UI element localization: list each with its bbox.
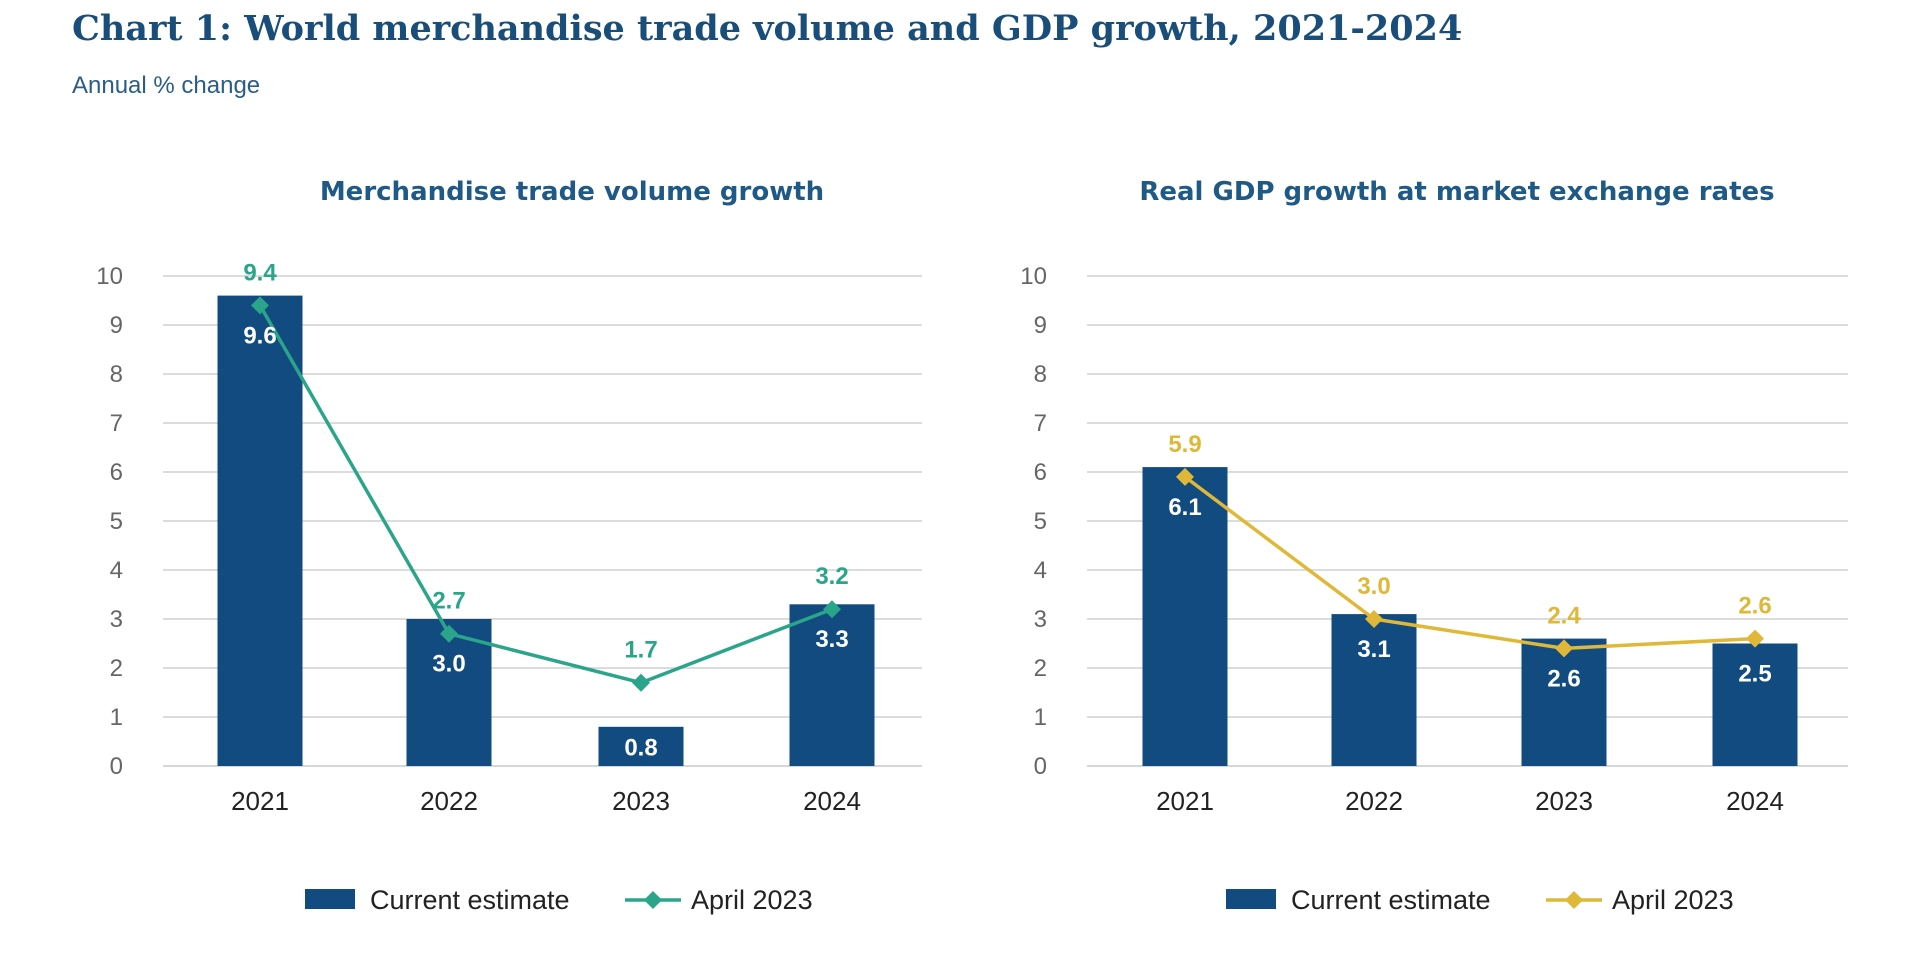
bar: [1712, 643, 1798, 766]
line-point-marker: [1365, 610, 1383, 628]
line-point-marker: [1746, 629, 1764, 648]
line-value-label: 2.4: [1547, 602, 1581, 629]
line-point-marker: [440, 624, 458, 643]
subtitle: Annual % change: [72, 72, 261, 99]
y-tick-label: 9: [1034, 312, 1047, 339]
y-tick-label: 6: [1034, 459, 1047, 486]
y-tick-label: 4: [1034, 557, 1047, 584]
y-tick-label: 10: [1020, 263, 1047, 290]
y-tick-label: 3: [110, 606, 123, 633]
bar-value-label: 2.5: [1738, 661, 1771, 688]
bar: [598, 726, 684, 766]
y-tick-label: 1: [1034, 704, 1047, 731]
bar: [1331, 614, 1417, 766]
line-point-marker: [251, 296, 269, 315]
line-value-label: 5.9: [1168, 431, 1201, 458]
bar-value-label: 2.6: [1547, 665, 1580, 692]
line-point-marker: [823, 600, 841, 619]
y-tick-label: 7: [110, 410, 123, 437]
legend-swatch-bar: [1226, 889, 1276, 909]
legend-label-bar: Current estimate: [370, 885, 570, 915]
legend-swatch-marker: [644, 891, 662, 909]
x-category-label: 2024: [803, 786, 861, 816]
bar-value-label: 6.1: [1168, 494, 1201, 521]
line-value-label: 1.7: [624, 637, 657, 664]
panel-title: Merchandise trade volume growth: [320, 177, 824, 207]
bar-value-label: 9.6: [243, 322, 276, 349]
x-category-label: 2024: [1726, 786, 1784, 816]
y-tick-label: 5: [1034, 508, 1047, 535]
line-value-label: 3.2: [815, 563, 848, 590]
y-tick-label: 4: [110, 557, 123, 584]
main-title: Chart 1: World merchandise trade volume …: [72, 8, 1463, 49]
x-category-label: 2022: [420, 786, 478, 816]
y-tick-label: 2: [1034, 655, 1047, 682]
bar: [1142, 467, 1228, 766]
bar-value-label: 0.8: [624, 734, 657, 761]
line-point-marker: [632, 673, 650, 692]
legend-label-bar: Current estimate: [1291, 885, 1491, 915]
line-value-label: 2.6: [1738, 593, 1771, 620]
y-tick-label: 9: [110, 312, 123, 339]
series-line-april-2023: [258, 304, 833, 685]
legend-swatch-bar: [305, 889, 355, 909]
x-category-label: 2023: [612, 786, 670, 816]
line-value-label: 9.4: [243, 259, 277, 286]
legend-swatch-marker: [1565, 891, 1583, 909]
x-category-label: 2021: [231, 786, 289, 816]
legend-label-line: April 2023: [691, 885, 813, 915]
bar: [789, 604, 875, 766]
series-line-april-2023: [1183, 475, 1756, 651]
y-tick-label: 3: [1034, 606, 1047, 633]
line-value-label: 3.0: [1357, 573, 1390, 600]
legend-label-line: April 2023: [1612, 885, 1734, 915]
bar: [406, 619, 492, 766]
y-tick-label: 8: [110, 361, 123, 388]
bar: [1521, 638, 1607, 766]
line-point-marker: [1176, 467, 1194, 486]
bar-value-label: 3.1: [1357, 636, 1390, 663]
panel-title: Real GDP growth at market exchange rates: [1139, 177, 1774, 207]
bar-value-label: 3.0: [432, 651, 465, 678]
line-value-label: 2.7: [432, 588, 465, 615]
bar-value-label: 3.3: [815, 626, 848, 653]
bar: [217, 295, 303, 766]
y-tick-label: 5: [110, 508, 123, 535]
y-tick-label: 7: [1034, 410, 1047, 437]
y-tick-label: 2: [110, 655, 123, 682]
x-category-label: 2023: [1535, 786, 1593, 816]
x-category-label: 2021: [1156, 786, 1214, 816]
x-category-label: 2022: [1345, 786, 1403, 816]
y-tick-label: 1: [110, 704, 123, 731]
y-tick-label: 6: [110, 459, 123, 486]
y-tick-label: 0: [110, 753, 123, 780]
y-tick-label: 10: [96, 263, 123, 290]
line-point-marker: [1555, 639, 1573, 658]
y-tick-label: 8: [1034, 361, 1047, 388]
y-tick-label: 0: [1034, 753, 1047, 780]
